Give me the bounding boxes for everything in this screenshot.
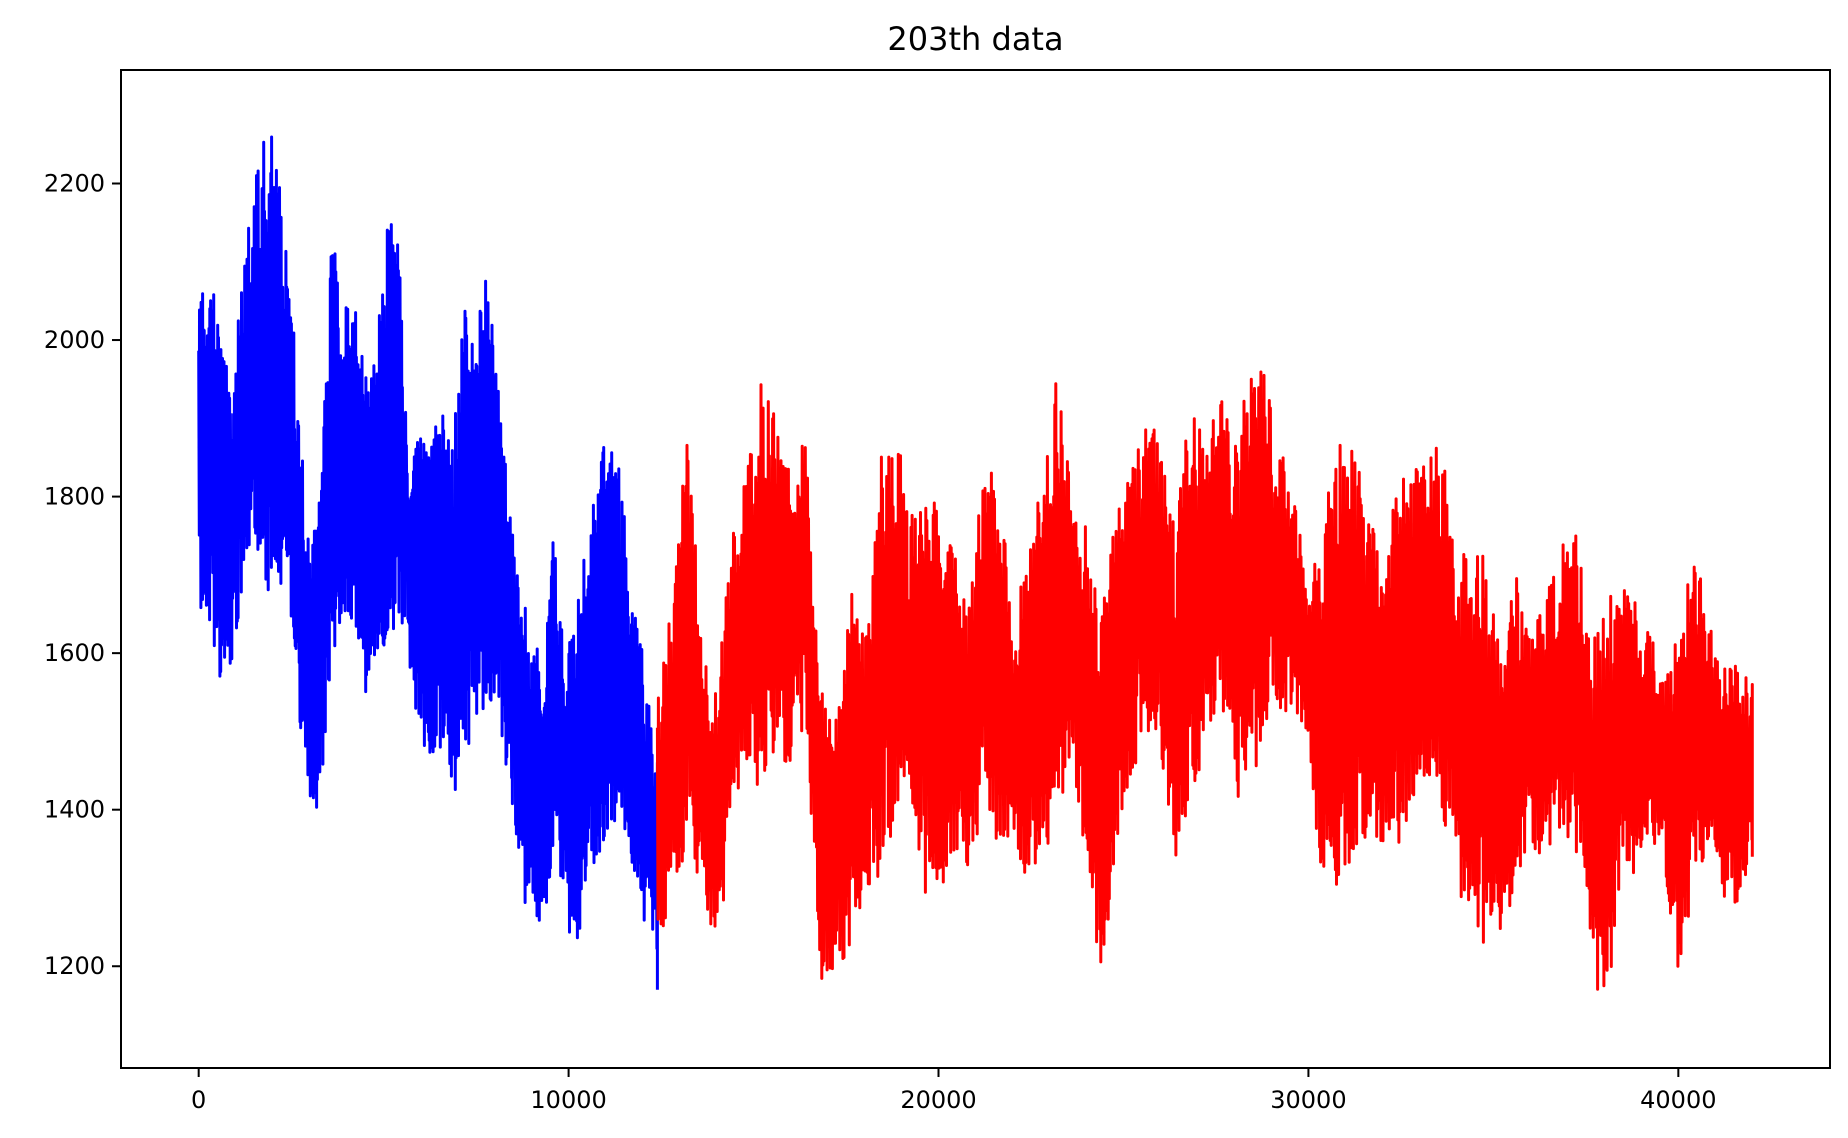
- x-tick-label: 10000: [530, 1086, 606, 1114]
- axes-frame: [120, 69, 1831, 1069]
- x-axis: 0 10000 20000 30000 40000: [191, 1068, 1717, 1114]
- x-tick-label: 30000: [1270, 1086, 1346, 1114]
- chart-title: 203th data: [887, 20, 1063, 58]
- x-tick-label: 40000: [1640, 1086, 1716, 1114]
- y-tick-label: 1200: [44, 952, 105, 980]
- y-tick-label: 2200: [44, 169, 105, 197]
- x-tick-label: 20000: [900, 1086, 976, 1114]
- y-tick-label: 1600: [44, 639, 105, 667]
- y-tick-label: 1800: [44, 483, 105, 511]
- series-line-1: [655, 370, 1754, 991]
- x-tick-label: 0: [191, 1086, 206, 1114]
- y-tick-label: 1400: [44, 796, 105, 824]
- series-line-0: [197, 135, 659, 990]
- plot-area: [197, 135, 1754, 991]
- y-axis: 1200 1400 1600 1800 2000 2200: [44, 169, 121, 980]
- y-tick-label: 2000: [44, 326, 105, 354]
